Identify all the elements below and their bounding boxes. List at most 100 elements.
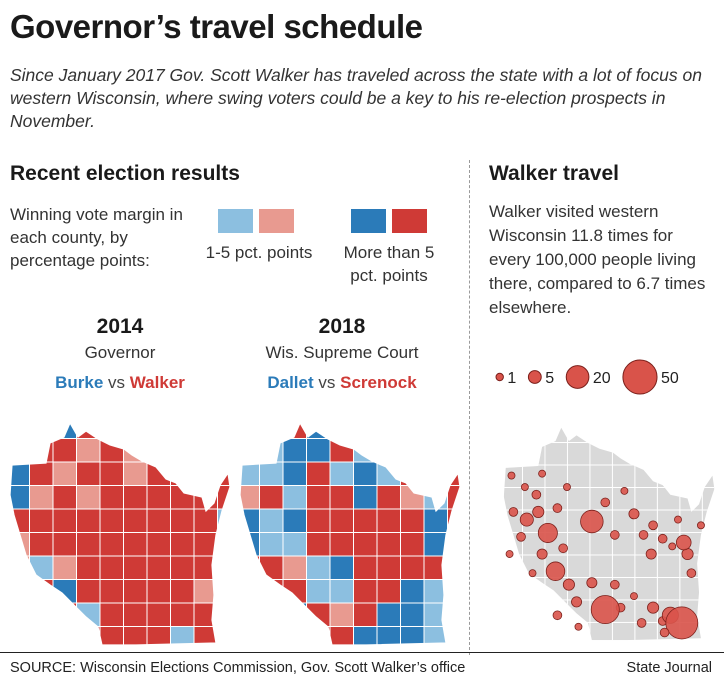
- county: [566, 554, 591, 578]
- county: [544, 442, 568, 466]
- county: [306, 579, 331, 604]
- county: [193, 602, 218, 627]
- county: [52, 532, 77, 557]
- county: [656, 442, 681, 466]
- county: [503, 621, 523, 641]
- county: [589, 621, 613, 641]
- county: [423, 508, 448, 533]
- county: [10, 423, 30, 439]
- county: [123, 485, 148, 510]
- travel-bubble: [552, 610, 563, 621]
- candidate-rep-2014: Walker: [129, 373, 185, 392]
- travel-bubble: [600, 497, 611, 508]
- vs-label: vs: [108, 373, 126, 392]
- county: [400, 508, 425, 533]
- travel-bubble: [647, 601, 660, 614]
- county: [611, 442, 636, 466]
- county: [353, 555, 378, 580]
- travel-bubble: [545, 561, 566, 581]
- map-2014-race: Governor: [84, 343, 156, 362]
- county: [29, 579, 54, 604]
- legend-bubble-5: [527, 370, 542, 384]
- county: [99, 602, 124, 627]
- county: [282, 626, 307, 645]
- county: [259, 579, 284, 604]
- county: [217, 485, 230, 510]
- legend-bubble-label: 5: [545, 370, 554, 387]
- travel-bubble: [552, 503, 563, 513]
- page-title: Governor’s travel schedule: [10, 8, 423, 45]
- county: [52, 508, 77, 533]
- county: [701, 427, 715, 444]
- county: [447, 508, 460, 533]
- county: [52, 555, 77, 580]
- county: [306, 626, 331, 645]
- county: [566, 532, 591, 556]
- county: [522, 576, 546, 601]
- county: [123, 579, 148, 604]
- county: [701, 599, 715, 623]
- county: [400, 626, 425, 645]
- legend-bubble-50: [622, 359, 658, 395]
- county: [376, 423, 401, 439]
- county: [329, 626, 354, 645]
- legend-swatch-dem-dark: [351, 209, 386, 233]
- travel-bubble: [516, 532, 526, 542]
- page-subtitle: Since January 2017 Gov. Scott Walker has…: [10, 65, 702, 131]
- county: [10, 555, 30, 580]
- county: [376, 461, 401, 486]
- county: [123, 532, 148, 557]
- travel-bubble: [519, 512, 534, 527]
- county: [76, 485, 101, 510]
- legend-swatch-rep-light: [259, 209, 294, 233]
- county: [329, 485, 354, 510]
- county: [679, 576, 703, 601]
- legend-swatch-rep-dark: [392, 209, 427, 233]
- county: [29, 461, 54, 486]
- county: [679, 464, 703, 489]
- vs-label: vs: [318, 373, 336, 392]
- county: [400, 438, 425, 463]
- county: [193, 555, 218, 580]
- county: [423, 423, 448, 439]
- county: [376, 626, 401, 645]
- legend-swatch-dem-light: [218, 209, 253, 233]
- county: [656, 427, 681, 444]
- county: [701, 532, 715, 556]
- county: [259, 423, 284, 439]
- county: [656, 554, 681, 578]
- county: [447, 423, 460, 439]
- county: [353, 626, 378, 645]
- candidate-dem-2018: Dallet: [267, 373, 314, 392]
- travel-bubble: [562, 578, 575, 591]
- county: [146, 532, 171, 557]
- county: [29, 602, 54, 627]
- county: [503, 599, 523, 623]
- county: [353, 438, 378, 463]
- county: [259, 461, 284, 486]
- county: [503, 427, 523, 444]
- county: [52, 602, 77, 627]
- county: [193, 461, 218, 486]
- county: [217, 438, 230, 463]
- travel-bubble: [580, 509, 604, 534]
- travel-bubble: [574, 622, 583, 631]
- county: [240, 532, 260, 557]
- county: [353, 461, 378, 486]
- county: [306, 532, 331, 557]
- county: [282, 579, 307, 604]
- county: [193, 485, 218, 510]
- county: [701, 576, 715, 601]
- county: [376, 508, 401, 533]
- county: [29, 508, 54, 533]
- county: [52, 438, 77, 463]
- travel-bubble: [508, 507, 519, 517]
- county: [123, 602, 148, 627]
- legend-intro: Winning vote margin in each county, by p…: [10, 205, 183, 270]
- travel-bubble: [686, 568, 697, 578]
- county: [589, 487, 613, 511]
- county: [76, 602, 101, 627]
- county: [123, 423, 148, 439]
- county: [76, 461, 101, 486]
- travel-bubble: [538, 469, 547, 478]
